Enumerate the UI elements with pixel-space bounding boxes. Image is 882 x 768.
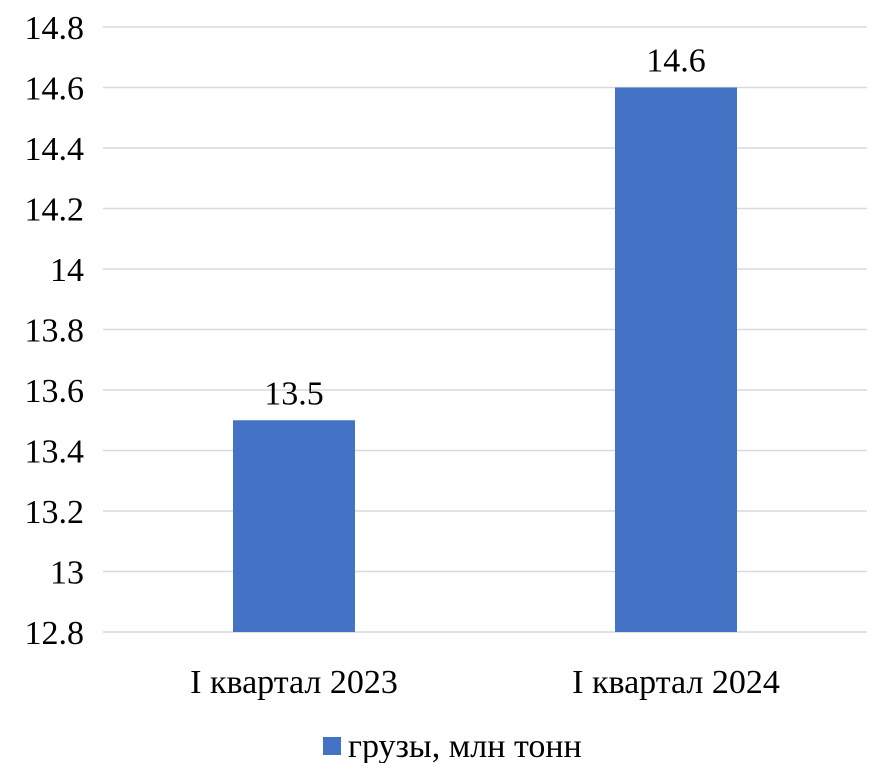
y-tick-label: 14.4 <box>25 131 85 168</box>
y-tick-label: 13.8 <box>25 313 85 350</box>
y-tick-label: 14 <box>50 252 84 289</box>
x-tick-label: I квартал 2024 <box>572 664 780 701</box>
y-tick-label: 14.6 <box>25 71 85 108</box>
legend-label: грузы, млн тонн <box>348 728 582 763</box>
bar <box>233 420 355 632</box>
data-label: 13.5 <box>264 375 324 412</box>
y-tick-label: 13 <box>50 555 84 592</box>
y-tick-label: 13.2 <box>25 494 85 531</box>
y-axis-ticks: 12.8 13 13.2 13.4 13.6 13.8 14 14.2 14.4 14.6 14.8 <box>25 10 85 652</box>
x-tick-label: I квартал 2023 <box>190 664 398 701</box>
y-tick-label: 14.2 <box>25 192 85 229</box>
gridlines <box>103 26 867 633</box>
y-tick-label: 13.6 <box>25 373 85 410</box>
y-tick-label: 12.8 <box>25 615 85 652</box>
legend: грузы, млн тонн <box>323 728 582 765</box>
x-axis-ticks: I квартал 2023 I квартал 2024 <box>190 664 780 701</box>
y-tick-label: 14.8 <box>25 10 85 47</box>
data-labels: 13.5 14.6 <box>264 43 706 413</box>
bar <box>615 87 737 632</box>
y-tick-label: 13.4 <box>25 434 85 471</box>
bars <box>233 87 737 632</box>
data-label: 14.6 <box>646 43 706 80</box>
legend-swatch <box>323 737 341 755</box>
